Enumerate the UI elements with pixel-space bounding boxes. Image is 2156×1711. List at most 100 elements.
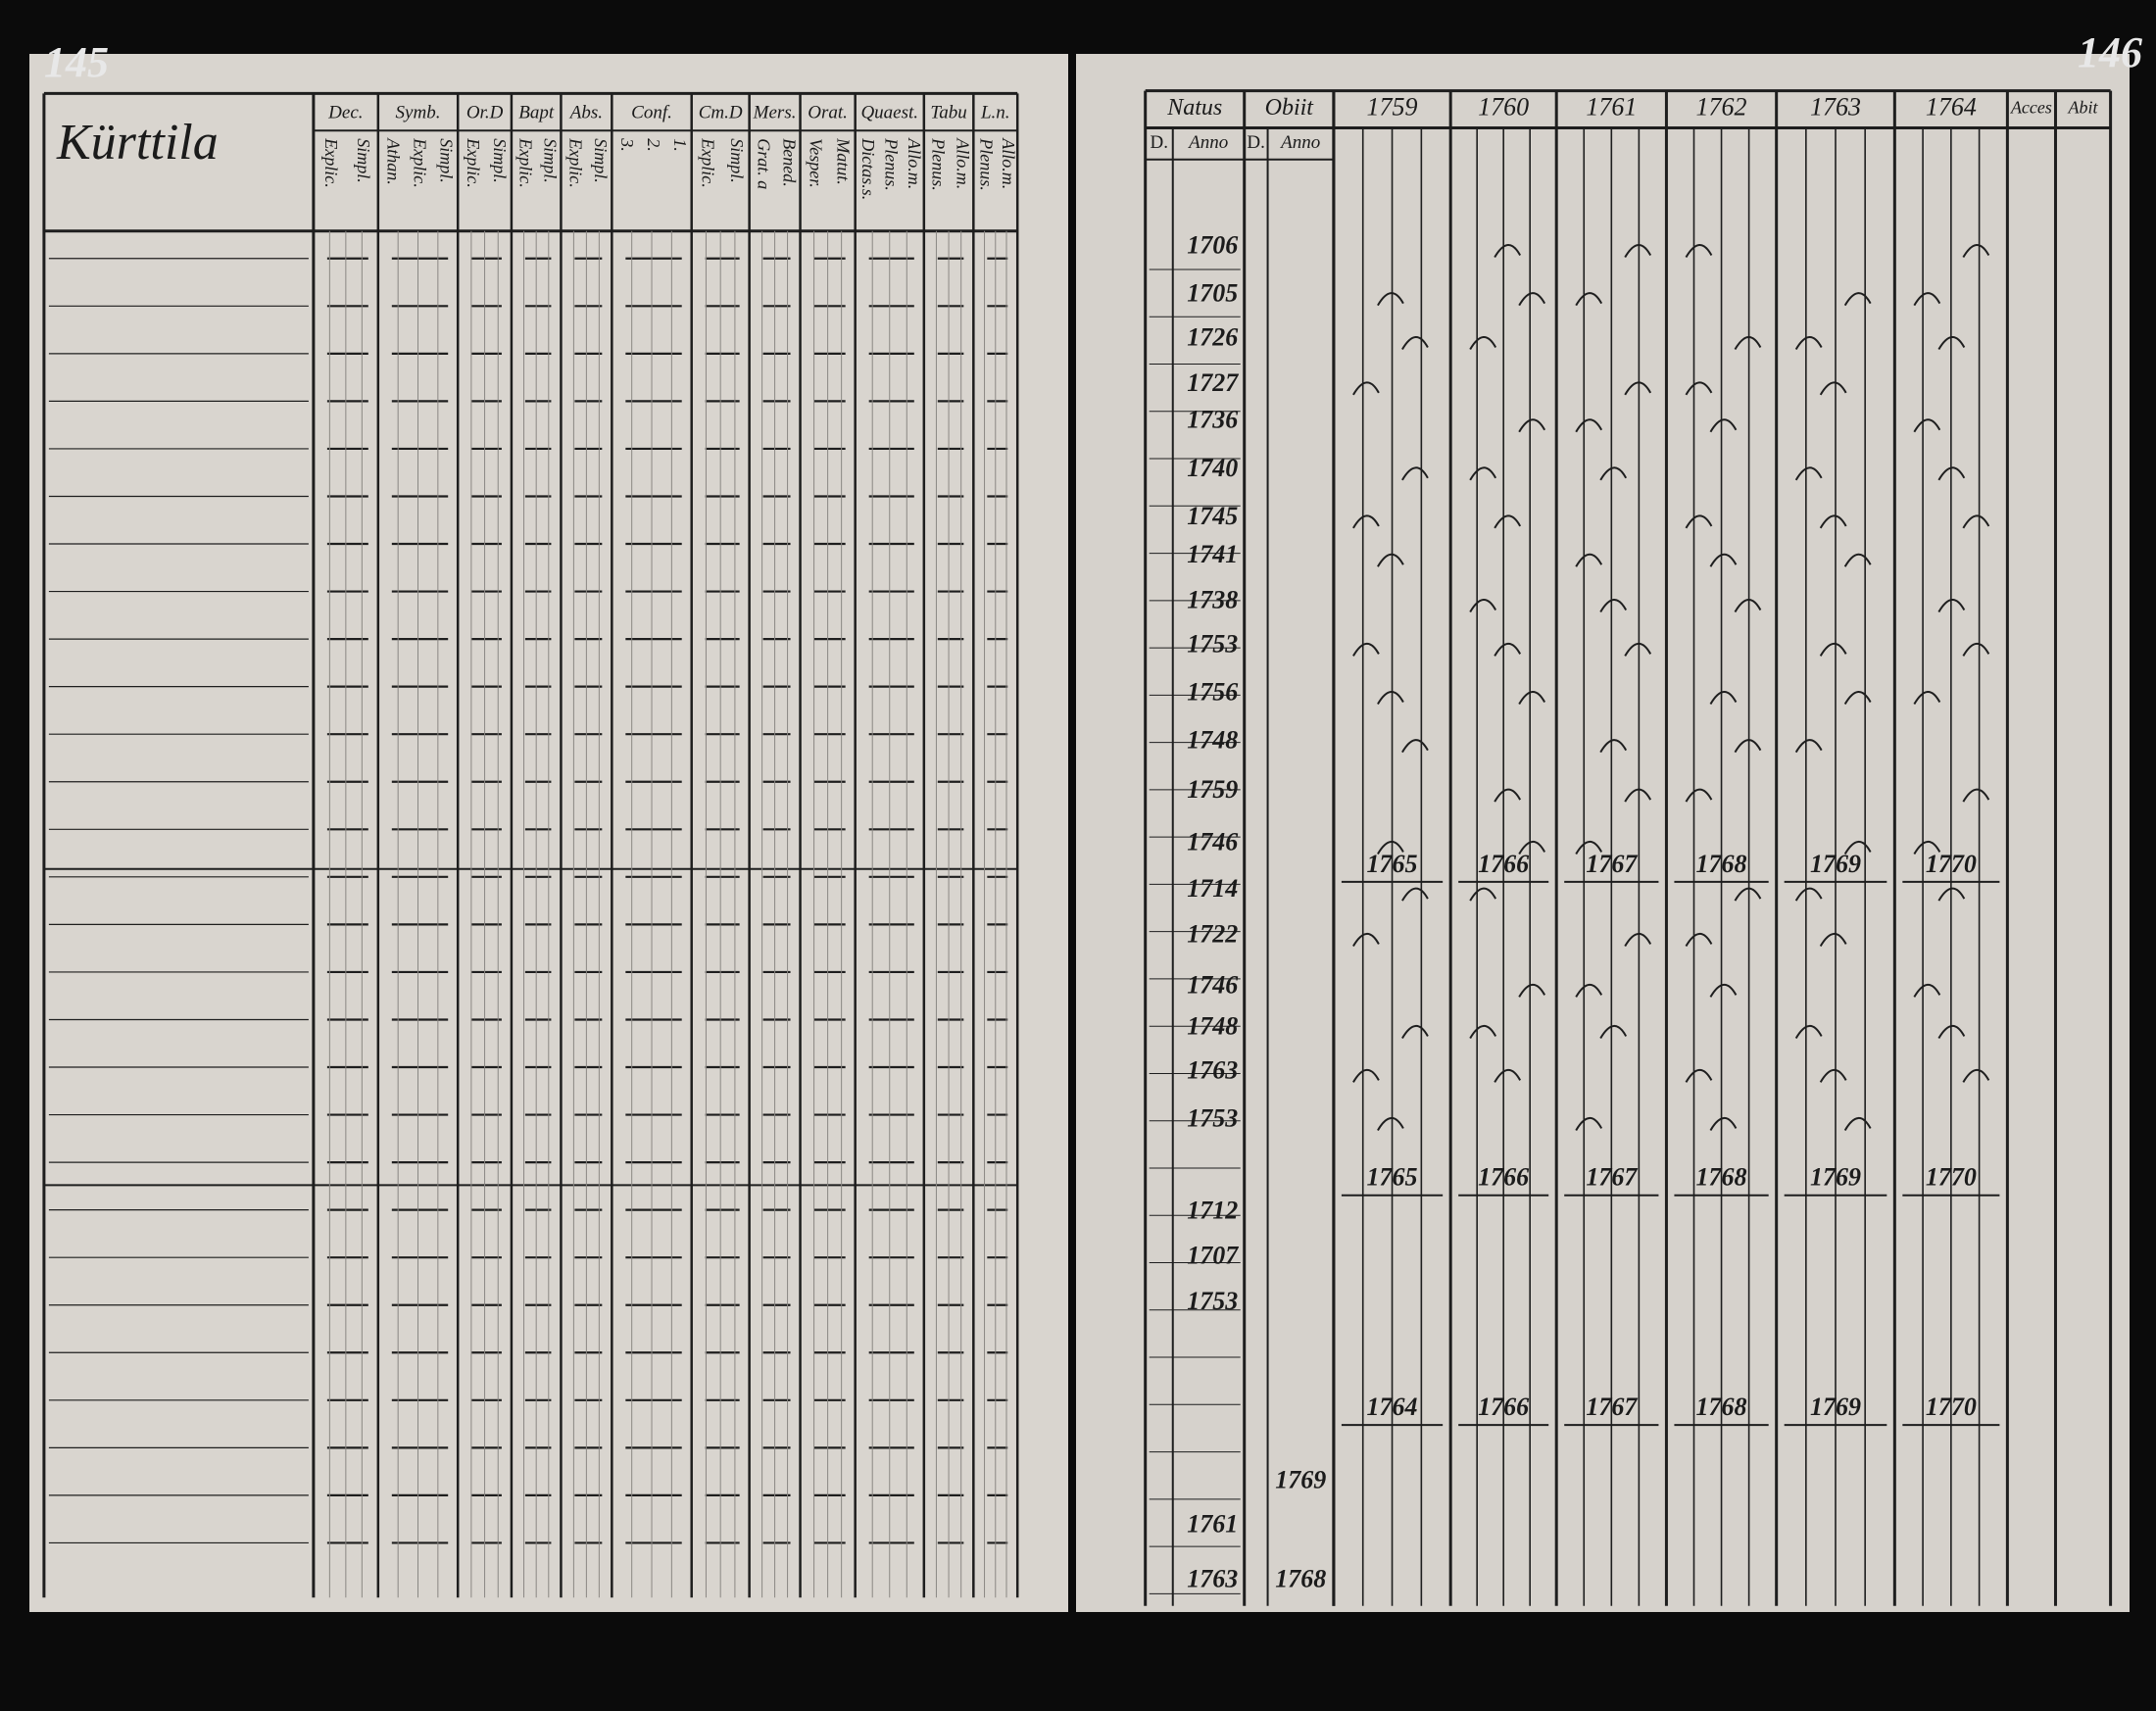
- birth-year: 1763: [1187, 1564, 1238, 1592]
- column-subheader: Vesper.: [806, 138, 825, 188]
- ink-mark: [1494, 788, 1522, 803]
- birth-year: 1738: [1187, 585, 1238, 613]
- column-subheader: Simpl.: [490, 138, 510, 183]
- ink-mark: [1599, 466, 1628, 481]
- year-group: 1768: [1696, 1393, 1747, 1421]
- year-group: 1767: [1586, 1163, 1638, 1192]
- year-group: 1765: [1367, 1163, 1418, 1192]
- column-header: Natus: [1166, 95, 1222, 121]
- ink-mark: [1352, 642, 1380, 657]
- column-subheader: Allo.m.: [999, 137, 1018, 189]
- column-subheader: Athan.: [383, 137, 403, 185]
- ink-mark: [1401, 1024, 1429, 1039]
- birth-year: 1759: [1187, 775, 1238, 804]
- ink-mark: [1599, 1024, 1628, 1039]
- birth-year: 1712: [1187, 1196, 1238, 1224]
- column-subheader: 3.: [617, 137, 637, 152]
- ink-mark: [1401, 739, 1429, 754]
- column-header: Mers.: [753, 103, 797, 123]
- ink-mark: [1469, 466, 1497, 481]
- column-header: Abit: [2068, 98, 2099, 118]
- column-subheader: Dictas.s.: [858, 137, 878, 200]
- ink-mark: [1494, 244, 1522, 259]
- column-subheader: Explic.: [464, 137, 483, 187]
- ink-mark: [1794, 466, 1823, 481]
- ink-mark: [1819, 642, 1847, 657]
- ink-mark: [1624, 642, 1652, 657]
- ink-mark: [1937, 887, 1966, 902]
- ink-mark: [1819, 1068, 1847, 1083]
- ink-mark: [1843, 840, 1872, 855]
- ink-mark: [1962, 1068, 1990, 1083]
- column-subheader: Allo.m.: [954, 137, 973, 189]
- ink-mark: [1575, 292, 1603, 307]
- ink-mark: [1962, 642, 1990, 657]
- column-subheader: Plenus.: [882, 137, 902, 191]
- birth-year: 1753: [1187, 1103, 1238, 1132]
- ink-mark: [1685, 381, 1713, 396]
- ink-mark: [1352, 1068, 1380, 1083]
- column-header: Bapt: [518, 103, 555, 123]
- year-group: 1768: [1696, 1163, 1747, 1192]
- ink-mark: [1352, 514, 1380, 529]
- ink-mark: [1937, 466, 1966, 481]
- year-group: 1770: [1926, 1393, 1977, 1421]
- ink-mark: [1469, 599, 1497, 613]
- birth-year: 1745: [1187, 502, 1238, 530]
- ink-mark: [1843, 292, 1872, 307]
- column-subheader: Explic.: [515, 137, 535, 187]
- birth-year: 1736: [1187, 406, 1238, 434]
- column-subheader: Simpl.: [727, 138, 747, 183]
- column-subheader: Simpl.: [591, 138, 611, 183]
- birth-year: 1705: [1187, 279, 1238, 308]
- ink-mark: [1685, 244, 1713, 259]
- year-group: 1766: [1478, 1393, 1529, 1421]
- ink-mark: [1352, 932, 1380, 947]
- ink-mark: [1913, 840, 1941, 855]
- right-page: [1076, 54, 2130, 1612]
- ink-mark: [1599, 739, 1628, 754]
- column-header: Abs.: [568, 103, 603, 123]
- column-subheader: Simpl.: [437, 138, 457, 183]
- ink-mark: [1401, 887, 1429, 902]
- ink-mark: [1469, 336, 1497, 351]
- birth-year: 1748: [1187, 726, 1238, 755]
- ink-mark: [1913, 418, 1941, 433]
- birth-year: 1727: [1187, 368, 1239, 397]
- column-subheader: Explic.: [698, 137, 717, 187]
- ink-mark: [1401, 336, 1429, 351]
- column-header: Quaest.: [860, 103, 918, 123]
- birth-year: 1740: [1187, 454, 1238, 482]
- column-header: Obiit: [1265, 95, 1315, 121]
- column-subheader: Explic.: [565, 137, 585, 187]
- birth-year: 1741: [1187, 540, 1238, 568]
- birth-year: 1746: [1187, 827, 1238, 856]
- year-group: 1767: [1586, 850, 1638, 878]
- ink-mark: [1709, 983, 1738, 998]
- ink-mark: [1794, 1024, 1823, 1039]
- ink-mark: [1352, 381, 1380, 396]
- ink-mark: [1494, 1068, 1522, 1083]
- ink-mark: [1734, 887, 1762, 902]
- ink-mark: [1624, 932, 1652, 947]
- ink-mark: [1843, 691, 1872, 706]
- column-subheader: Plenus.: [928, 137, 948, 191]
- ink-mark: [1709, 553, 1738, 567]
- ink-mark: [1494, 514, 1522, 529]
- year-header: 1760: [1478, 93, 1529, 122]
- ink-mark: [1685, 788, 1713, 803]
- ink-mark: [1377, 292, 1404, 307]
- ink-mark: [1962, 514, 1990, 529]
- birth-year: 1748: [1187, 1011, 1238, 1040]
- birth-year: 1761: [1187, 1509, 1238, 1538]
- ink-mark: [1734, 599, 1762, 613]
- birth-year: 1756: [1187, 677, 1238, 706]
- ink-mark: [1377, 1116, 1404, 1131]
- column-header: Tabu: [930, 103, 966, 123]
- column-subheader: 1.: [670, 138, 690, 152]
- ink-mark: [1819, 932, 1847, 947]
- ink-mark: [1937, 599, 1966, 613]
- year-group: 1769: [1810, 1393, 1861, 1421]
- year-header: 1761: [1586, 93, 1637, 122]
